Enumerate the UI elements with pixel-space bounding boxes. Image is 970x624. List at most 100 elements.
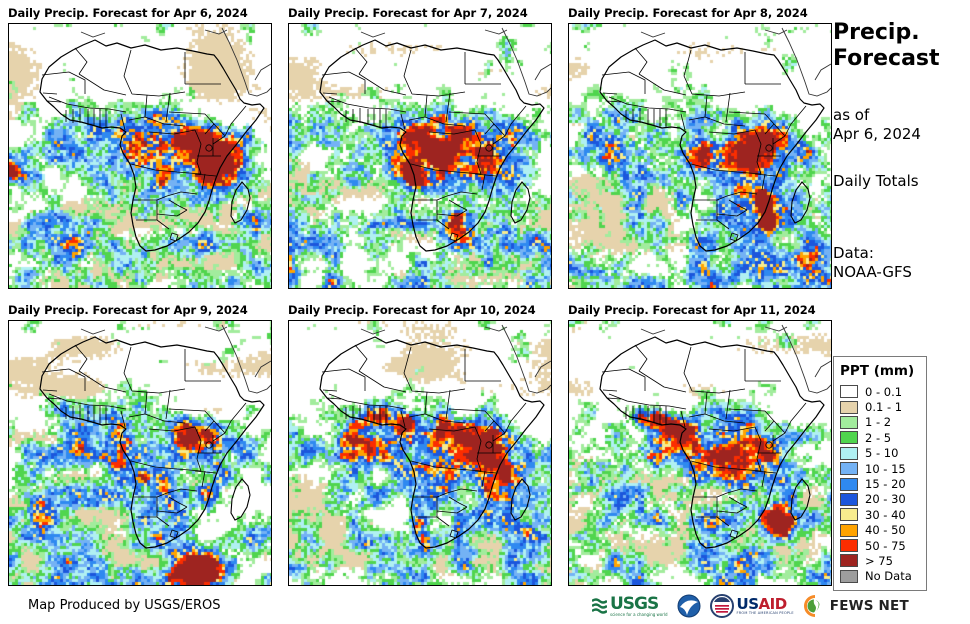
- forecast-panel: Daily Precip. Forecast for Apr 10, 2024: [288, 303, 552, 586]
- usgs-tagline: science for a changing world: [610, 611, 668, 617]
- noaa-icon: [677, 594, 701, 618]
- africa-coastline: [39, 336, 265, 549]
- legend-item: 2 - 5: [840, 430, 920, 445]
- usaid-tagline: FROM THE AMERICAN PEOPLE: [736, 610, 794, 615]
- legend-item: 0 - 0.1: [840, 384, 920, 399]
- legend-label: > 75: [865, 553, 893, 568]
- fewsnet-label: FEWS NET: [829, 598, 909, 614]
- usgs-label: USGS: [610, 593, 659, 614]
- noaa-logo: [677, 594, 701, 618]
- africa-borders-overlay: [319, 27, 551, 252]
- usaid-logo: USAID FROM THE AMERICAN PEOPLE: [709, 594, 794, 618]
- legend-item: 20 - 30: [840, 492, 920, 507]
- madagascar-outline: [790, 478, 811, 521]
- forecast-panel: Daily Precip. Forecast for Apr 7, 2024: [288, 6, 552, 289]
- africa-borders-overlay: [599, 324, 831, 549]
- legend-swatch: [840, 477, 858, 491]
- legend-title: PPT (mm): [840, 363, 915, 379]
- africa-coastline: [319, 39, 545, 252]
- legend-label: 10 - 15: [865, 461, 906, 476]
- legend-swatch: [840, 523, 858, 537]
- madagascar-outline: [790, 181, 811, 224]
- legend-item: 0.1 - 1: [840, 399, 920, 414]
- fewsnet-globe-icon: [803, 595, 821, 617]
- panel-title: Daily Precip. Forecast for Apr 10, 2024: [288, 303, 536, 317]
- usaid-label: USAID: [736, 594, 794, 613]
- panel-title: Daily Precip. Forecast for Apr 7, 2024: [288, 6, 528, 20]
- africa-coastline: [319, 336, 545, 549]
- page-title: Precip. Forecast: [833, 20, 940, 73]
- legend-item: 40 - 50: [840, 523, 920, 538]
- madagascar-outline: [230, 478, 251, 521]
- legend-label: 40 - 50: [865, 523, 906, 538]
- logo-row: USGS science for a changing world USAID …: [592, 591, 909, 621]
- legend-label: No Data: [865, 569, 912, 584]
- africa-coastline: [39, 39, 265, 252]
- legend-swatch: [840, 415, 858, 429]
- usaid-label-us: US: [736, 594, 759, 613]
- arabia-coastline: [80, 324, 271, 394]
- data-source-label: Data:: [833, 244, 874, 262]
- legend-swatch: [840, 569, 858, 583]
- daily-totals-label: Daily Totals: [833, 172, 919, 190]
- legend-swatch: [840, 492, 858, 506]
- lake-victoria: [485, 441, 493, 449]
- country-borders: [601, 344, 807, 539]
- legend-item: No Data: [840, 569, 920, 584]
- africa-borders-overlay: [39, 324, 271, 549]
- usaid-label-aid: AID: [758, 594, 788, 613]
- africa-borders-overlay: [39, 27, 271, 252]
- legend-swatch: [840, 508, 858, 522]
- precip-map: [8, 23, 272, 289]
- panel-title: Daily Precip. Forecast for Apr 6, 2024: [8, 6, 248, 20]
- legend-swatch: [840, 462, 858, 476]
- legend-label: 1 - 2: [865, 415, 892, 430]
- legend-swatch: [840, 385, 858, 399]
- panel-title: Daily Precip. Forecast for Apr 8, 2024: [568, 6, 808, 20]
- legend-item: 10 - 15: [840, 461, 920, 476]
- fewsnet-logo: FEWS NET: [803, 594, 909, 618]
- usgs-wave-icon: [592, 598, 607, 614]
- legend-label: 20 - 30: [865, 492, 906, 507]
- country-borders: [41, 47, 247, 242]
- usaid-seal-icon: [709, 594, 734, 618]
- as-of-block: as of Apr 6, 2024: [833, 106, 921, 144]
- legend-item: 50 - 75: [840, 538, 920, 553]
- country-borders: [41, 344, 247, 539]
- africa-coastline: [599, 39, 825, 252]
- lake-victoria: [765, 441, 773, 449]
- legend-swatch: [840, 431, 858, 445]
- forecast-panel: Daily Precip. Forecast for Apr 11, 2024: [568, 303, 832, 586]
- legend-label: 0.1 - 1: [865, 400, 903, 415]
- legend-swatch: [840, 400, 858, 414]
- lake-victoria: [205, 441, 213, 449]
- country-borders: [601, 47, 807, 242]
- madagascar-outline: [230, 181, 251, 224]
- madagascar-outline: [510, 181, 531, 224]
- forecast-panel: Daily Precip. Forecast for Apr 6, 2024: [8, 6, 272, 289]
- precip-map: [568, 23, 832, 289]
- data-source-block: Data: NOAA-GFS: [833, 244, 912, 282]
- legend-label: 0 - 0.1: [865, 384, 903, 399]
- legend-item: 30 - 40: [840, 507, 920, 522]
- legend-swatch: [840, 554, 858, 568]
- arabia-coastline: [640, 27, 831, 97]
- legend-label: 30 - 40: [865, 507, 906, 522]
- lake-victoria: [765, 144, 773, 152]
- precip-map: [8, 320, 272, 586]
- precip-map: [288, 320, 552, 586]
- madagascar-outline: [510, 478, 531, 521]
- panel-title: Daily Precip. Forecast for Apr 9, 2024: [8, 303, 248, 317]
- africa-borders-overlay: [319, 324, 551, 549]
- country-borders: [321, 344, 527, 539]
- precip-map: [568, 320, 832, 586]
- africa-coastline: [599, 336, 825, 549]
- africa-borders-overlay: [599, 27, 831, 252]
- forecast-panel: Daily Precip. Forecast for Apr 9, 2024: [8, 303, 272, 586]
- legend-label: 5 - 10: [865, 446, 899, 461]
- legend-swatch: [840, 539, 858, 553]
- legend-item: 15 - 20: [840, 476, 920, 491]
- legend-swatch: [840, 446, 858, 460]
